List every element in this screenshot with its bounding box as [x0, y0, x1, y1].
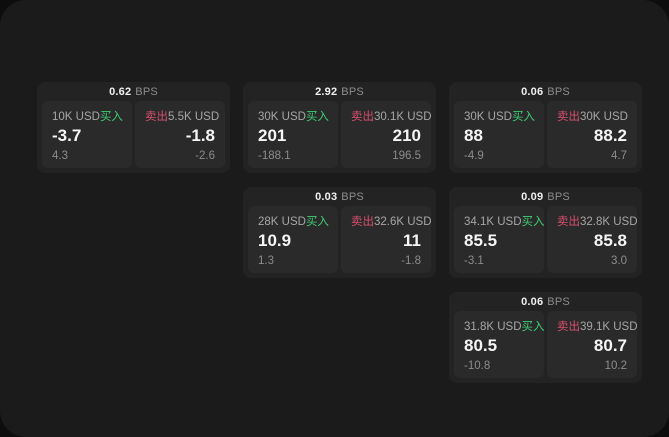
sell-side-label: 卖出 — [557, 216, 580, 229]
buy-sub-value: -4.9 — [464, 150, 484, 162]
buy-size-label: 28K USD — [258, 216, 306, 229]
sell-price: 210 — [392, 126, 421, 146]
panel-row: 30K USD 买入 201 -188.1 卖出 30.1K USD 210 1… — [243, 101, 436, 173]
sell-sub-value: 4.7 — [611, 150, 627, 162]
buy-side-label: 买入 — [521, 321, 545, 334]
panel-row: 34.1K USD 买入 85.5 -3.1 卖出 32.8K USD 85.8… — [449, 206, 642, 278]
panel-row: 28K USD 买入 10.9 1.3 卖出 32.6K USD 11 -1.8 — [243, 206, 436, 278]
sell-size-label: 30K USD — [580, 111, 628, 124]
bps-header: 0.62 BPS — [37, 82, 230, 101]
buy-price: 201 — [258, 126, 287, 146]
sell-size-label: 30.1K USD — [374, 111, 432, 124]
buy-panel[interactable]: 31.8K USD 买入 80.5 -10.8 — [454, 311, 545, 378]
buy-sub-value: -188.1 — [258, 150, 291, 162]
sell-panel[interactable]: 卖出 5.5K USD -1.8 -2.6 — [135, 101, 225, 168]
quote-card[interactable]: 0.06 BPS 31.8K USD 买入 80.5 -10.8 卖出 39.1… — [449, 292, 642, 383]
buy-side-label: 买入 — [305, 216, 329, 229]
sell-sub-value: -2.6 — [195, 150, 215, 162]
buy-price: 10.9 — [258, 231, 292, 251]
bps-header: 0.03 BPS — [243, 187, 436, 206]
quote-card[interactable]: 2.92 BPS 30K USD 买入 201 -188.1 卖出 30.1K … — [243, 82, 436, 173]
buy-side-label: 买入 — [511, 111, 535, 124]
buy-side-label: 买入 — [99, 111, 123, 124]
sell-price: 80.7 — [593, 336, 627, 356]
buy-price: -3.7 — [52, 126, 82, 146]
sell-size-label: 32.6K USD — [374, 216, 432, 229]
sell-sub-value: 3.0 — [611, 255, 627, 267]
sell-panel[interactable]: 卖出 32.6K USD 11 -1.8 — [341, 206, 432, 273]
sell-price: -1.8 — [185, 126, 215, 146]
buy-panel[interactable]: 34.1K USD 买入 85.5 -3.1 — [454, 206, 545, 273]
bps-value: 2.92 — [315, 85, 338, 98]
sell-size-label: 39.1K USD — [580, 321, 638, 334]
sell-side-label: 卖出 — [351, 111, 374, 124]
sell-sub-value: 10.2 — [604, 360, 627, 372]
bps-header: 2.92 BPS — [243, 82, 436, 101]
bps-unit-label: BPS — [135, 85, 158, 98]
sell-panel[interactable]: 卖出 30K USD 88.2 4.7 — [547, 101, 637, 168]
sell-price: 85.8 — [593, 231, 627, 251]
quote-card[interactable]: 0.09 BPS 34.1K USD 买入 85.5 -3.1 卖出 32.8K… — [449, 187, 642, 278]
bps-unit-label: BPS — [547, 190, 570, 203]
buy-size-label: 31.8K USD — [464, 321, 522, 334]
buy-panel[interactable]: 28K USD 买入 10.9 1.3 — [248, 206, 338, 273]
bps-value: 0.03 — [315, 190, 338, 203]
sell-price: 88.2 — [593, 126, 627, 146]
buy-size-label: 30K USD — [258, 111, 306, 124]
bps-value: 0.06 — [521, 295, 544, 308]
bps-unit-label: BPS — [341, 190, 364, 203]
buy-side-label: 买入 — [305, 111, 329, 124]
panel-row: 10K USD 买入 -3.7 4.3 卖出 5.5K USD -1.8 -2.… — [37, 101, 230, 173]
buy-side-label: 买入 — [521, 216, 545, 229]
buy-size-label: 30K USD — [464, 111, 512, 124]
quote-card[interactable]: 0.03 BPS 28K USD 买入 10.9 1.3 卖出 32.6K US… — [243, 187, 436, 278]
sell-side-label: 卖出 — [351, 216, 374, 229]
buy-size-label: 34.1K USD — [464, 216, 522, 229]
buy-sub-value: -3.1 — [464, 255, 484, 267]
buy-sub-value: -10.8 — [464, 360, 491, 372]
bps-header: 0.06 BPS — [449, 82, 642, 101]
sell-panel[interactable]: 卖出 32.8K USD 85.8 3.0 — [547, 206, 638, 273]
buy-price: 85.5 — [464, 231, 498, 251]
sell-size-label: 5.5K USD — [168, 111, 220, 124]
bps-unit-label: BPS — [547, 85, 570, 98]
buy-panel[interactable]: 30K USD 买入 88 -4.9 — [454, 101, 544, 168]
buy-price: 88 — [464, 126, 483, 146]
bps-value: 0.62 — [109, 85, 132, 98]
buy-size-label: 10K USD — [52, 111, 100, 124]
panel-row: 31.8K USD 买入 80.5 -10.8 卖出 39.1K USD 80.… — [449, 311, 642, 383]
sell-sub-value: 196.5 — [392, 150, 421, 162]
sell-price: 11 — [403, 231, 421, 251]
bps-unit-label: BPS — [341, 85, 364, 98]
buy-sub-value: 1.3 — [258, 255, 274, 267]
bps-header: 0.06 BPS — [449, 292, 642, 311]
sell-sub-value: -1.8 — [401, 255, 421, 267]
quote-card[interactable]: 0.62 BPS 10K USD 买入 -3.7 4.3 卖出 5.5K USD… — [37, 82, 230, 173]
quote-card[interactable]: 0.06 BPS 30K USD 买入 88 -4.9 卖出 30K USD 8… — [449, 82, 642, 173]
sell-panel[interactable]: 卖出 30.1K USD 210 196.5 — [341, 101, 432, 168]
bps-value: 0.06 — [521, 85, 544, 98]
bps-value: 0.09 — [521, 190, 544, 203]
panel-row: 30K USD 买入 88 -4.9 卖出 30K USD 88.2 4.7 — [449, 101, 642, 173]
buy-panel[interactable]: 10K USD 买入 -3.7 4.3 — [42, 101, 132, 168]
sell-size-label: 32.8K USD — [580, 216, 638, 229]
sell-side-label: 卖出 — [557, 321, 580, 334]
buy-price: 80.5 — [464, 336, 498, 356]
bps-header: 0.09 BPS — [449, 187, 642, 206]
sell-side-label: 卖出 — [557, 111, 580, 124]
buy-sub-value: 4.3 — [52, 150, 68, 162]
bps-unit-label: BPS — [547, 295, 570, 308]
sell-side-label: 卖出 — [145, 111, 168, 124]
buy-panel[interactable]: 30K USD 买入 201 -188.1 — [248, 101, 338, 168]
sell-panel[interactable]: 卖出 39.1K USD 80.7 10.2 — [547, 311, 638, 378]
